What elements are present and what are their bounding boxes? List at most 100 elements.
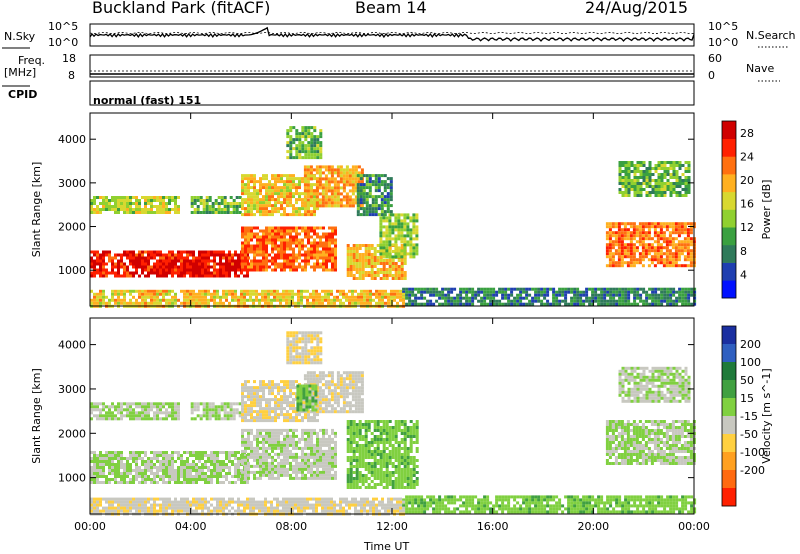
heatmap-cell (330, 165, 334, 169)
heatmap-cell (273, 292, 276, 296)
heatmap-cell (334, 238, 337, 242)
heatmap-cell (318, 180, 322, 184)
heatmap-cell (363, 298, 366, 302)
heatmap-cell (301, 129, 305, 133)
heatmap-cell (180, 481, 183, 484)
heatmap-cell (394, 240, 398, 244)
heatmap-cell (333, 186, 337, 190)
heatmap-cell (241, 204, 244, 208)
heatmap-cell (399, 295, 402, 299)
heatmap-cell (150, 205, 153, 208)
heatmap-cell (315, 292, 318, 296)
heatmap-cell (168, 298, 171, 302)
heatmap-cell (639, 194, 643, 197)
heatmap-cell (412, 225, 416, 229)
heatmap-cell (228, 451, 231, 454)
heatmap-cell (156, 405, 159, 409)
heatmap-cell (372, 298, 375, 302)
heatmap-cell (642, 176, 646, 179)
heatmap-cell (405, 290, 409, 294)
heatmap-cell (256, 452, 259, 456)
heatmap-cell (180, 250, 183, 254)
heatmap-cell (162, 454, 165, 457)
heatmap-cell (153, 250, 156, 254)
heatmap-cell (225, 292, 228, 296)
heatmap-cell (409, 255, 413, 259)
heatmap-cell (105, 481, 108, 484)
heatmap-cell (141, 256, 144, 260)
heatmap-cell (324, 186, 328, 190)
heatmap-cell (99, 472, 102, 475)
heatmap-cell (196, 208, 200, 211)
heatmap-cell (271, 210, 274, 214)
heatmap-cell (374, 198, 378, 202)
heatmap-cell (177, 211, 180, 214)
heatmap-cell (126, 256, 129, 260)
heatmap-cell (231, 265, 234, 269)
heatmap-cell (261, 289, 264, 293)
heatmap-cell (638, 255, 642, 259)
heatmap-cell (388, 228, 392, 232)
heatmap-cell (259, 186, 262, 190)
heatmap-cell (316, 449, 319, 453)
heatmap-cell (165, 451, 168, 454)
heatmap-cell (192, 250, 195, 254)
heatmap-cell (310, 452, 313, 456)
heatmap-cell (262, 449, 265, 453)
heatmap-cell (231, 454, 234, 457)
heatmap-cell (129, 454, 132, 457)
heatmap-cell (380, 195, 384, 199)
heatmap-cell (180, 274, 183, 278)
heatmap-cell (315, 186, 319, 190)
heatmap-cell (618, 296, 622, 300)
heatmap-cell (117, 301, 120, 305)
heatmap-cell (102, 289, 105, 293)
heatmap-cell (247, 244, 250, 248)
heatmap-cell (304, 253, 307, 257)
heatmap-cell (605, 264, 609, 268)
heatmap-cell (99, 411, 102, 415)
heatmap-cell (268, 192, 271, 196)
heatmap-cell (244, 455, 247, 459)
heatmap-cell (339, 174, 343, 178)
heatmap-cell (259, 198, 262, 202)
heatmap-cell (309, 295, 312, 299)
heatmap-cell (289, 455, 292, 459)
heatmap-cell (357, 292, 360, 296)
heatmap-cell (328, 256, 331, 260)
heatmap-cell (618, 173, 622, 176)
heatmap-cell (334, 473, 337, 477)
heatmap-cell (195, 466, 198, 469)
heatmap-cell (387, 292, 390, 296)
heatmap-cell (262, 265, 265, 269)
heatmap-cell (303, 204, 307, 208)
heatmap-cell (228, 466, 231, 469)
heatmap-cell (315, 195, 319, 199)
heatmap-cell (648, 194, 652, 197)
heatmap-cell (222, 475, 225, 478)
heatmap-cell (301, 259, 304, 263)
heatmap-cell (162, 259, 165, 263)
heatmap-cell (379, 240, 383, 244)
heatmap-cell (286, 253, 289, 257)
heatmap-cell (546, 302, 550, 306)
heatmap-cell (123, 466, 126, 469)
heatmap-cell (681, 182, 685, 185)
heatmap-cell (519, 296, 523, 300)
heatmap-cell (241, 241, 244, 245)
heatmap-cell (408, 293, 412, 297)
heatmap-cell (96, 292, 99, 296)
heatmap-cell (310, 455, 313, 459)
heatmap-cell (388, 252, 392, 256)
heatmap-cell (298, 247, 301, 251)
heatmap-cell (316, 440, 319, 444)
heatmap-cell (96, 205, 99, 208)
heatmap-cell (213, 292, 216, 296)
heatmap-cell (654, 302, 658, 306)
heatmap-cell (403, 228, 407, 232)
heatmap-cell (253, 253, 256, 257)
heatmap-cell (322, 250, 325, 254)
heatmap-cell (147, 211, 150, 214)
heatmap-cell (244, 174, 247, 178)
